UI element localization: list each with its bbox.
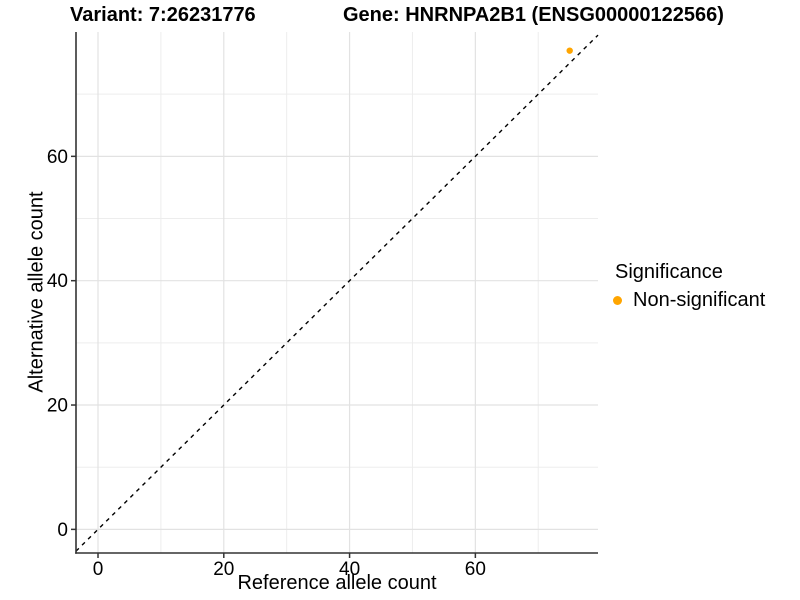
x-tick-label: 0 <box>93 559 104 580</box>
y-tick-label: 0 <box>57 520 68 541</box>
legend-item: Non-significant <box>613 289 765 311</box>
x-tick-label: 40 <box>339 559 360 580</box>
y-tick-label: 40 <box>47 271 68 292</box>
x-tick-label: 60 <box>465 559 486 580</box>
x-tick-label: 20 <box>213 559 234 580</box>
data-point <box>566 47 573 54</box>
y-tick-label: 20 <box>47 396 68 417</box>
y-axis-title: Alternative allele count <box>25 191 48 393</box>
identity-line <box>75 34 599 552</box>
legend-title: Significance <box>615 261 723 283</box>
gene-title: Gene: HNRNPA2B1 (ENSG00000122566) <box>343 4 724 26</box>
y-tick-label: 60 <box>47 147 68 168</box>
legend-item-label: Non-significant <box>633 288 766 311</box>
legend-point-icon <box>613 295 622 305</box>
variant-title: Variant: 7:26231776 <box>70 4 256 26</box>
legend-items: Non-significant <box>613 289 765 311</box>
legend: Significance Non-significant <box>613 259 765 311</box>
x-axis-title: Reference allele count <box>237 572 437 594</box>
